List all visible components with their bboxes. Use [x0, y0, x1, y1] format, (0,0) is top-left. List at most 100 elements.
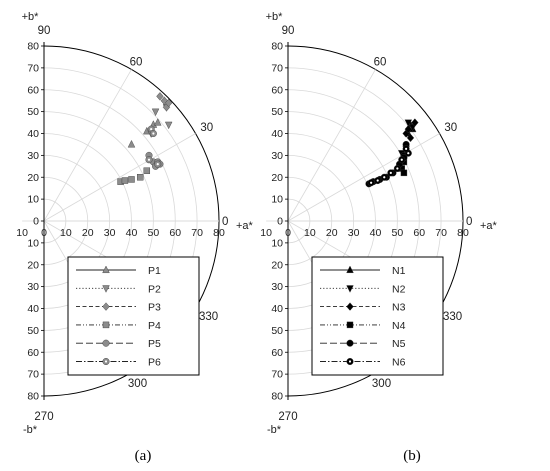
vertical-tick-label: 30: [27, 150, 39, 162]
legend-label-n5: N5: [392, 338, 406, 350]
vertical-tick-label: 70: [271, 369, 283, 381]
data-point-p2: [164, 121, 173, 130]
vertical-tick-label: 30: [271, 281, 283, 293]
legend-label-p3: P3: [148, 302, 161, 314]
vertical-tick-label: 80: [27, 41, 39, 53]
angle-label: 0: [466, 216, 472, 228]
horizontal-tick-label: 10: [260, 227, 272, 239]
horizontal-tick-label: 80: [457, 227, 469, 239]
horizontal-tick-label: 20: [326, 227, 338, 239]
legend-marker-p5: [102, 339, 110, 347]
horizontal-tick-label: 0: [285, 227, 291, 239]
vertical-tick-label: 10: [271, 237, 283, 249]
horizontal-tick-label: 30: [104, 227, 116, 239]
vertical-tick-label: 60: [271, 84, 283, 96]
data-point-p4: [143, 167, 151, 174]
angle-label: 0: [222, 216, 228, 228]
horizontal-tick-label: 10: [16, 227, 28, 239]
data-point-n6-center: [383, 176, 386, 179]
legend-marker-n4: [346, 321, 354, 329]
data-point-n6-center: [400, 158, 403, 161]
vertical-tick-label: 40: [27, 128, 39, 140]
vertical-tick-label: 50: [27, 106, 39, 118]
angle-label: 330: [199, 311, 218, 323]
horizontal-tick-label: 0: [41, 227, 47, 239]
data-point-n6-center: [376, 179, 379, 182]
angle-label: 300: [128, 378, 147, 390]
data-point-n2: [404, 119, 413, 128]
data-point-p1: [154, 118, 162, 126]
vertical-tick-label: 60: [27, 347, 39, 359]
legend-marker-p4: [102, 321, 110, 329]
legend-marker-p6-center: [104, 360, 108, 363]
horizontal-tick-label: 40: [126, 227, 138, 239]
vertical-tick-label: 20: [27, 259, 39, 271]
legend-marker-n6-center: [348, 360, 352, 363]
vertical-tick-label: 50: [271, 325, 283, 337]
horizontal-tick-label: 60: [413, 227, 425, 239]
horizontal-tick-label: 70: [191, 227, 203, 239]
data-point-p4: [121, 177, 129, 184]
legend-marker-n1: [346, 265, 354, 273]
angle-label: 300: [372, 378, 391, 390]
data-point-p6-center: [150, 128, 153, 131]
angle-label: 270: [34, 411, 53, 423]
legend-label-p6: P6: [148, 357, 161, 369]
vertical-tick-label: 50: [271, 106, 283, 118]
angle-label: 270: [278, 411, 297, 423]
grid-spoke: [287, 133, 440, 222]
vertical-tick-label: 0: [33, 216, 39, 228]
vertical-tick-label: 40: [27, 303, 39, 315]
horizontal-tick-label: 40: [370, 227, 382, 239]
legend-label-n6: N6: [392, 357, 406, 369]
vertical-tick-label: 70: [27, 62, 39, 74]
data-point-p6-center: [156, 163, 159, 166]
horizontal-tick-label: 30: [348, 227, 360, 239]
vertical-tick-label: 80: [271, 41, 283, 53]
vertical-tick-label: 70: [27, 369, 39, 381]
angle-label: 60: [130, 57, 143, 69]
vertical-tick-label: 30: [271, 150, 283, 162]
axis-title-bottom: -b*: [267, 424, 282, 436]
vertical-tick-label: 40: [271, 128, 283, 140]
vertical-tick-label: 0: [277, 216, 283, 228]
data-point-n6-center: [389, 171, 392, 174]
legend-label-p2: P2: [148, 283, 161, 295]
data-point-p1: [127, 139, 136, 148]
angle-label: 330: [443, 311, 462, 323]
data-point-p3: [156, 92, 164, 101]
vertical-tick-label: 10: [27, 194, 39, 206]
vertical-tick-label: 30: [27, 281, 39, 293]
legend-box: [311, 256, 444, 376]
vertical-tick-label: 10: [271, 194, 283, 206]
legend-label-n3: N3: [392, 302, 406, 314]
grid-spoke: [43, 133, 196, 222]
data-point-p4: [128, 176, 135, 183]
data-point-p6-center: [147, 158, 151, 161]
vertical-tick-label: 50: [27, 325, 39, 337]
vertical-tick-label: 60: [27, 84, 39, 96]
panel-caption: (b): [403, 448, 421, 464]
data-point-p6-center: [152, 132, 155, 135]
data-point-n3: [411, 118, 419, 127]
horizontal-tick-label: 10: [304, 227, 316, 239]
data-point-n6-center: [370, 181, 373, 184]
axis-title-right: +a*: [236, 220, 254, 232]
vertical-tick-label: 40: [271, 303, 283, 315]
legend-marker-p3: [102, 302, 110, 311]
angle-label: 30: [444, 122, 457, 134]
vertical-tick-label: 80: [27, 391, 39, 403]
data-point-n3: [406, 133, 415, 143]
horizontal-tick-label: 80: [213, 227, 225, 239]
angle-label: 90: [282, 25, 295, 37]
data-point-n4: [400, 169, 408, 177]
axis-title-bottom: -b*: [23, 424, 38, 436]
legend-label-p5: P5: [148, 338, 161, 350]
legend-marker-n2: [346, 285, 354, 293]
vertical-tick-label: 10: [27, 237, 39, 249]
vertical-tick-label: 70: [271, 62, 283, 74]
vertical-tick-label: 20: [271, 172, 283, 184]
